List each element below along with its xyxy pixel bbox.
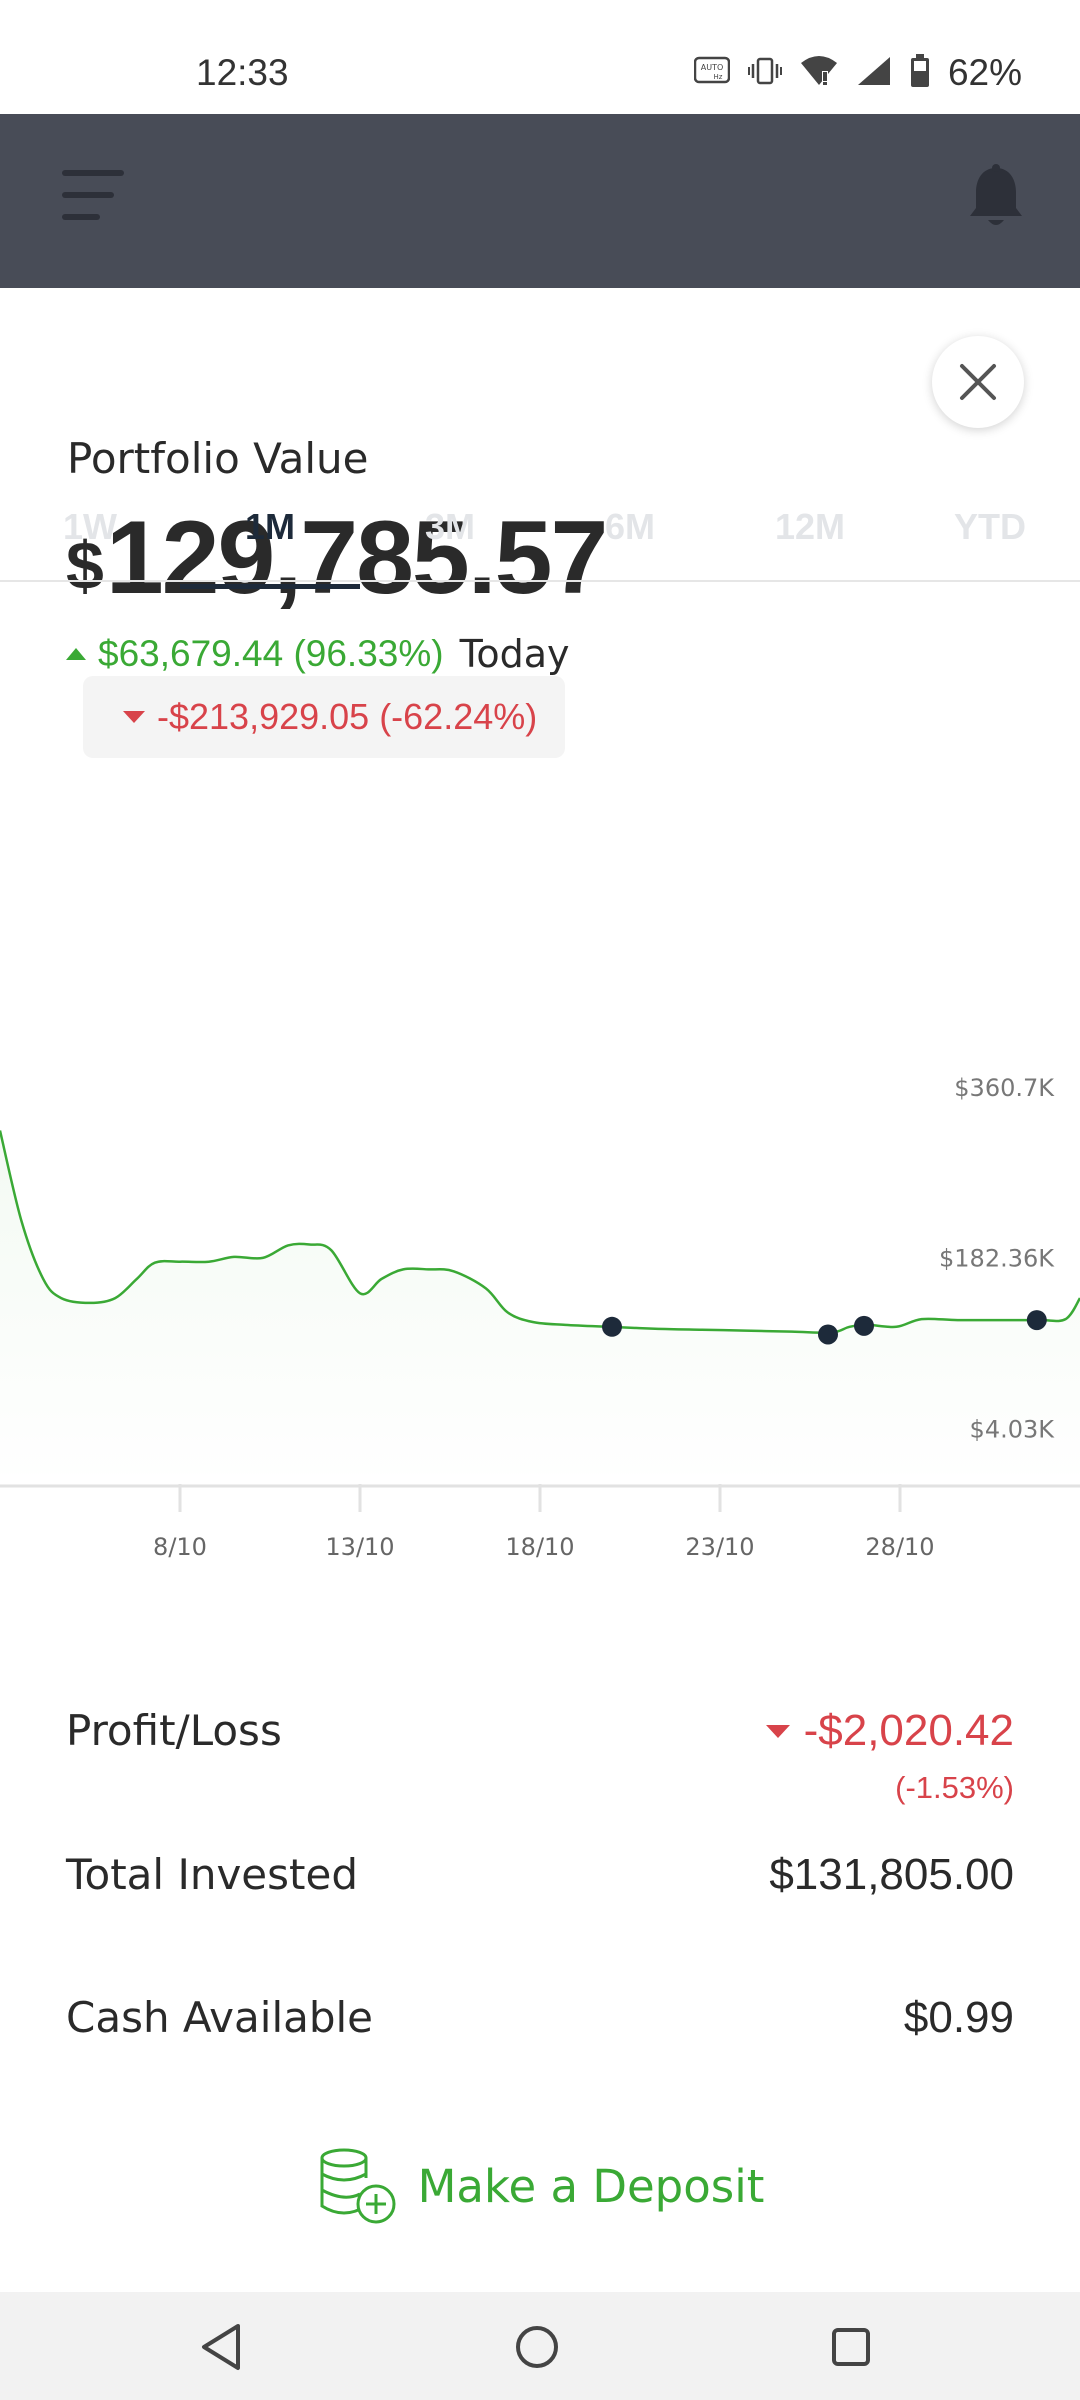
recents-icon[interactable] (826, 2322, 886, 2372)
chart-marker-point[interactable] (1026, 1310, 1047, 1331)
chart-area (0, 1130, 1080, 1486)
down-triangle-icon (123, 711, 145, 723)
chart-marker-point[interactable] (818, 1324, 838, 1345)
tab-6m[interactable]: 6M (604, 506, 655, 547)
coins-add-icon (316, 2146, 400, 2226)
y-tick-label: $360.7K (954, 1074, 1055, 1102)
svg-text:Hz: Hz (713, 73, 722, 81)
x-tick-label: 13/10 (325, 1533, 394, 1561)
active-tab-indicator (180, 584, 360, 589)
home-icon[interactable] (512, 2322, 572, 2372)
profit-loss-percent: (-1.53%) (895, 1770, 1014, 1805)
portfolio-change-period: Today (459, 632, 570, 676)
profit-loss-value: -$2,020.42 (765, 1706, 1014, 1756)
status-bar: 12:33 AUTO Hz 62% (0, 0, 1080, 114)
close-button[interactable] (932, 336, 1024, 428)
auto-hz-icon: AUTO Hz (693, 56, 731, 91)
back-icon[interactable] (196, 2322, 256, 2372)
menu-icon[interactable] (62, 170, 126, 226)
chart-marker-point[interactable] (602, 1316, 622, 1337)
x-tick-label: 18/10 (505, 1533, 574, 1561)
tab-3m[interactable]: 3M (424, 506, 475, 547)
app-header (0, 114, 1080, 288)
x-tick-label: 28/10 (865, 1533, 934, 1561)
wifi-icon (800, 55, 838, 92)
portfolio-change: $63,679.44 (96.33%) Today (66, 632, 570, 676)
tab-1w[interactable]: 1W (63, 506, 117, 547)
chart-change-text: -$213,929.05 (-62.24%) (157, 696, 538, 737)
bell-icon[interactable] (966, 164, 1026, 230)
up-triangle-icon (66, 648, 86, 660)
portfolio-value-amount: 129,785.57 (105, 500, 609, 616)
tab-ytd[interactable]: YTD (954, 506, 1026, 547)
status-icons: AUTO Hz 62% (693, 52, 1022, 94)
make-deposit-button[interactable]: Make a Deposit (0, 2146, 1080, 2226)
down-triangle-icon (765, 1724, 790, 1738)
y-tick-label: $182.36K (939, 1245, 1055, 1273)
portfolio-value: $129,785.57 (66, 506, 608, 610)
svg-text:AUTO: AUTO (701, 63, 724, 72)
status-time: 12:33 (196, 52, 289, 93)
total-invested-value: $131,805.00 (769, 1850, 1014, 1899)
make-deposit-label: Make a Deposit (417, 2159, 765, 2213)
cash-available-value: $0.99 (903, 1993, 1014, 2042)
signal-icon (856, 55, 892, 92)
profit-loss-amount: -$2,020.42 (803, 1706, 1014, 1755)
system-nav-bar (0, 2292, 1080, 2400)
portfolio-value-label: Portfolio Value (67, 434, 369, 483)
chart-change-badge: -$213,929.05 (-62.24%) (83, 676, 565, 758)
tab-12m[interactable]: 12M (774, 506, 846, 547)
close-icon (960, 364, 996, 400)
cash-available-label: Cash Available (66, 1993, 374, 2042)
currency-symbol: $ (66, 528, 104, 604)
portfolio-chart[interactable]: $360.7K $182.36K $4.03K 8/10 13/10 18/10 23/1… (0, 1000, 1080, 1600)
x-tick-label: 23/10 (685, 1533, 754, 1561)
range-tabs: 1W 1M 3M 6M 12M YTD (0, 506, 1080, 582)
tab-1m[interactable]: 1M (244, 506, 295, 547)
battery-icon (910, 53, 930, 93)
battery-percent: 62% (947, 52, 1022, 93)
chart-marker-point[interactable] (854, 1315, 874, 1336)
portfolio-change-amount: $63,679.44 (96.33%) (98, 633, 444, 674)
total-invested-label: Total Invested (66, 1850, 358, 1899)
y-tick-label: $4.03K (970, 1415, 1056, 1443)
x-tick-label: 8/10 (153, 1533, 207, 1561)
chart-series-line (0, 1130, 1080, 1335)
profit-loss-label: Profit/Loss (66, 1706, 282, 1755)
vibrate-icon (747, 56, 782, 91)
